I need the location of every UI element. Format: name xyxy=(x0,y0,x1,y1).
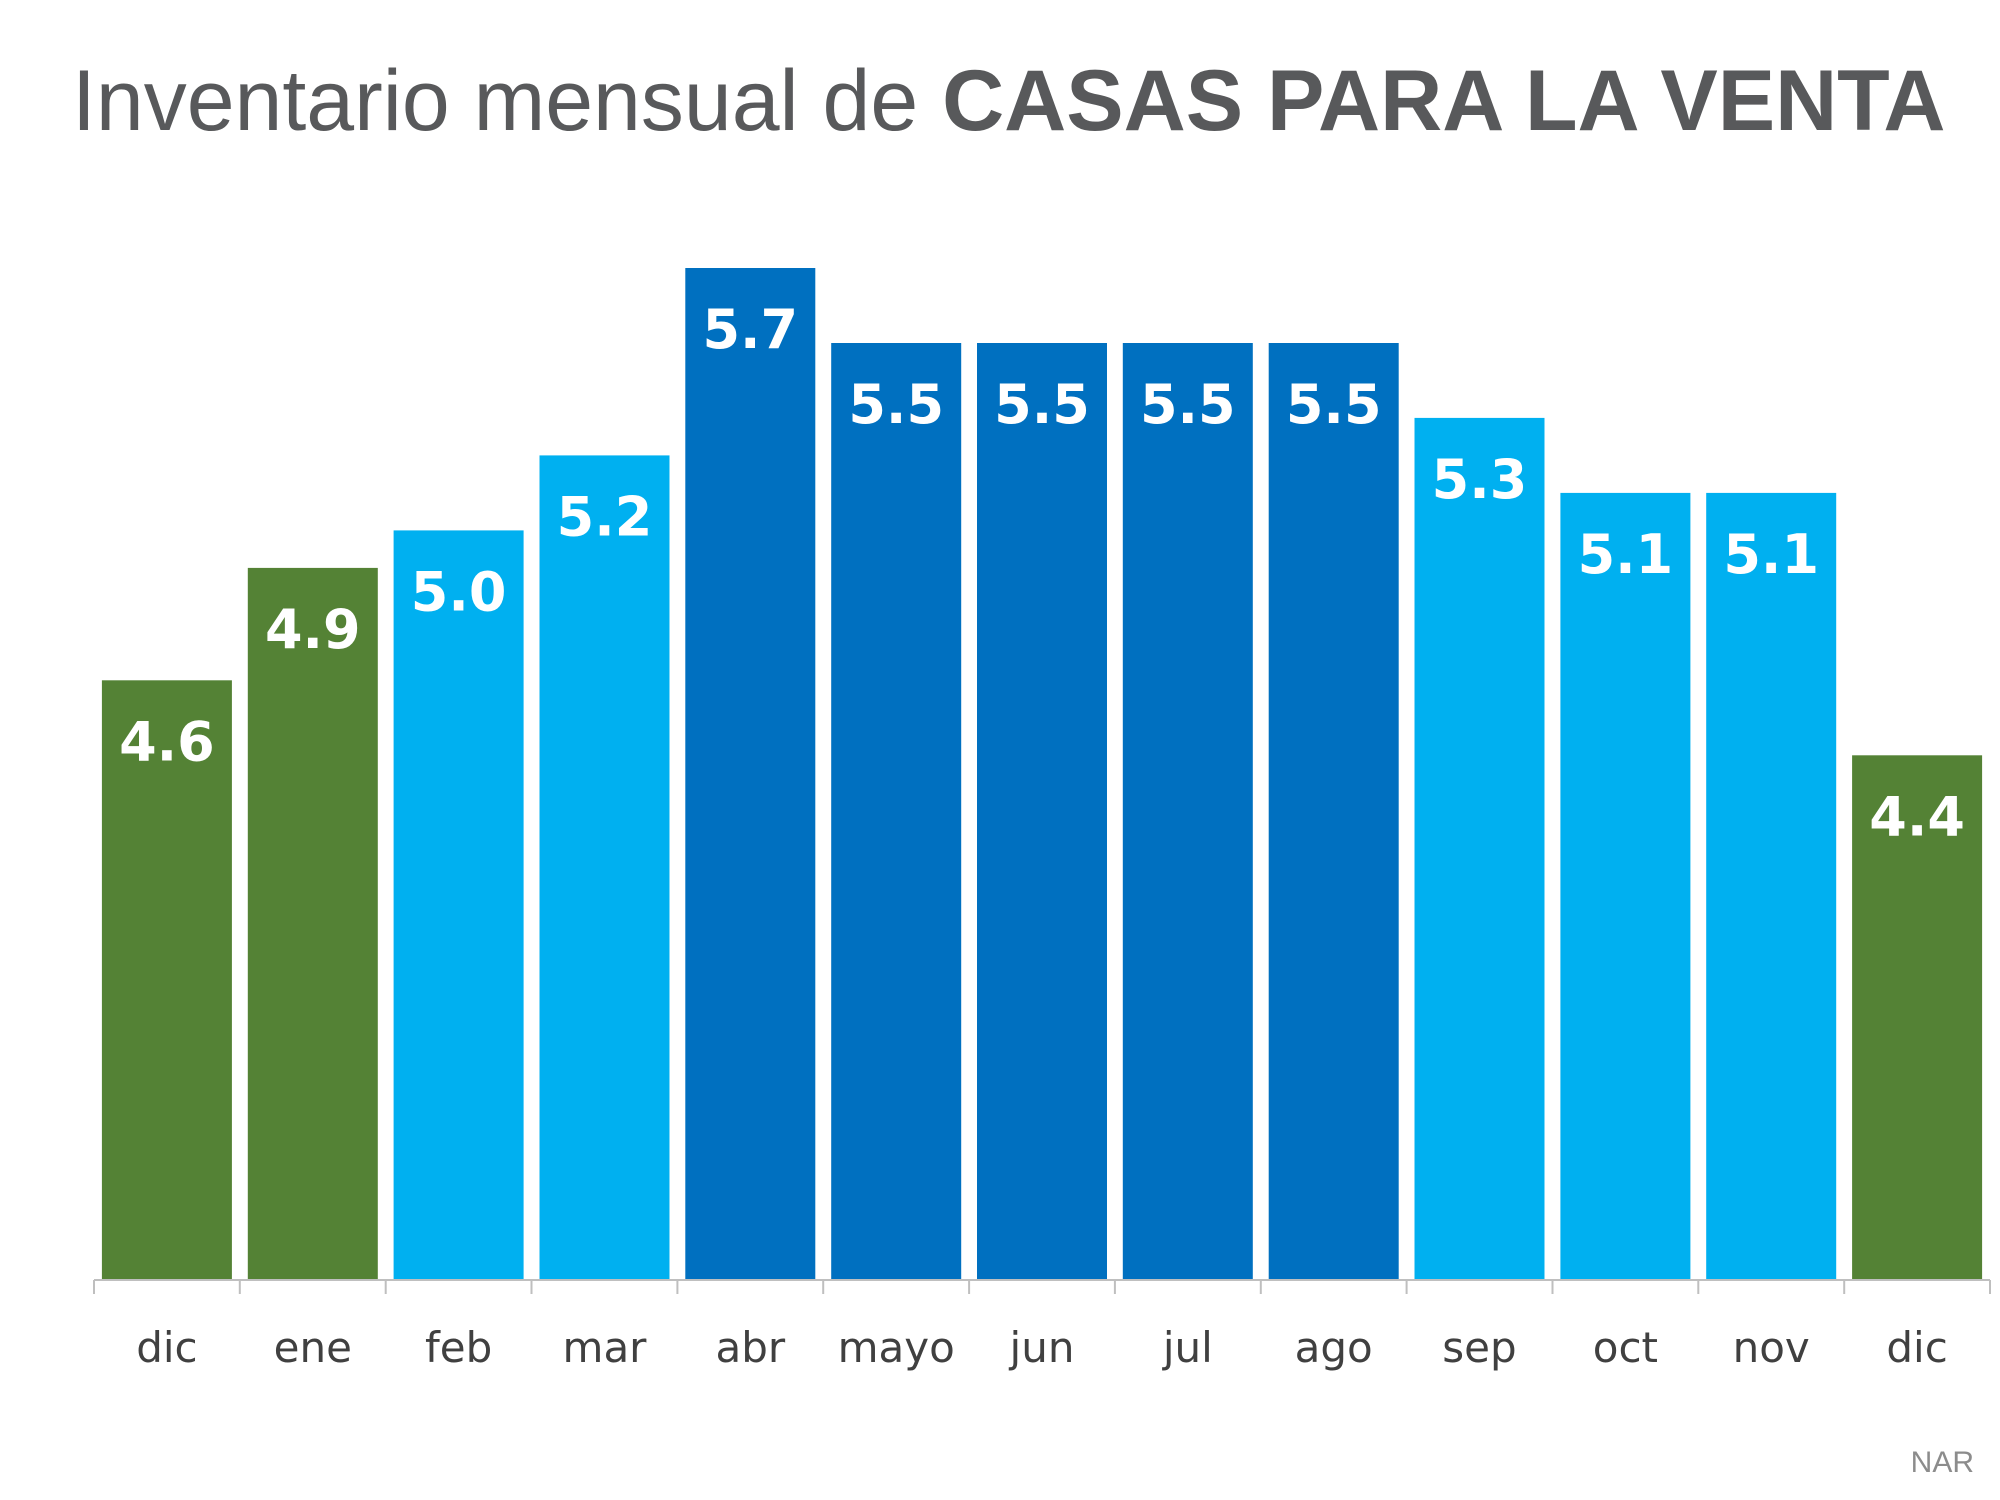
bar-value-label: 5.0 xyxy=(411,560,507,623)
bar-mayo xyxy=(831,343,962,1280)
bar-value-label: 5.5 xyxy=(848,373,944,436)
x-tick-label: jun xyxy=(1009,1323,1075,1372)
bar-nov xyxy=(1706,492,1837,1280)
bar-oct xyxy=(1560,492,1691,1280)
bar-ene xyxy=(247,567,378,1280)
bar-value-label: 5.1 xyxy=(1723,523,1819,586)
chart-title-normal: Inventario mensual de xyxy=(72,53,943,149)
x-tick-label: abr xyxy=(715,1323,785,1372)
bar-feb xyxy=(393,530,524,1280)
chart-title: Inventario mensual de CASAS PARA LA VENT… xyxy=(72,52,1945,151)
bar-abr xyxy=(685,268,816,1280)
x-tick-label: oct xyxy=(1593,1323,1658,1372)
bar-value-label: 5.5 xyxy=(1286,373,1382,436)
bar-value-label: 5.5 xyxy=(994,373,1090,436)
bar-jun xyxy=(977,343,1107,1280)
bar-ago xyxy=(1268,343,1399,1280)
x-tick-label: mayo xyxy=(838,1323,955,1372)
bar-value-label: 5.3 xyxy=(1432,448,1528,511)
bar-dic xyxy=(101,680,232,1280)
x-tick-label: sep xyxy=(1442,1323,1516,1372)
bar-mar xyxy=(539,455,670,1280)
bar-value-label: 5.7 xyxy=(702,298,798,361)
chart-title-bold: CASAS PARA LA VENTA xyxy=(942,53,1946,149)
bar-value-label: 4.6 xyxy=(119,710,215,773)
x-tick-label: ene xyxy=(274,1323,352,1372)
x-tick-label: nov xyxy=(1733,1323,1810,1372)
bar-value-label: 5.1 xyxy=(1578,523,1674,586)
bar-value-label: 5.2 xyxy=(557,485,653,548)
x-tick-label: dic xyxy=(1886,1323,1947,1372)
x-tick-label: jul xyxy=(1162,1323,1213,1372)
x-tick-label: ago xyxy=(1295,1323,1373,1372)
bar-jul xyxy=(1122,343,1253,1280)
bar-value-label: 4.4 xyxy=(1869,785,1965,848)
bar-dic xyxy=(1852,755,1983,1280)
bar-value-label: 5.5 xyxy=(1140,373,1236,436)
bar-value-label: 4.9 xyxy=(265,598,361,661)
x-tick-label: mar xyxy=(563,1323,648,1372)
bar-sep xyxy=(1414,417,1545,1280)
source-label: NAR xyxy=(1910,1446,1974,1479)
x-tick-label: dic xyxy=(136,1323,197,1372)
x-tick-label: feb xyxy=(425,1323,492,1372)
